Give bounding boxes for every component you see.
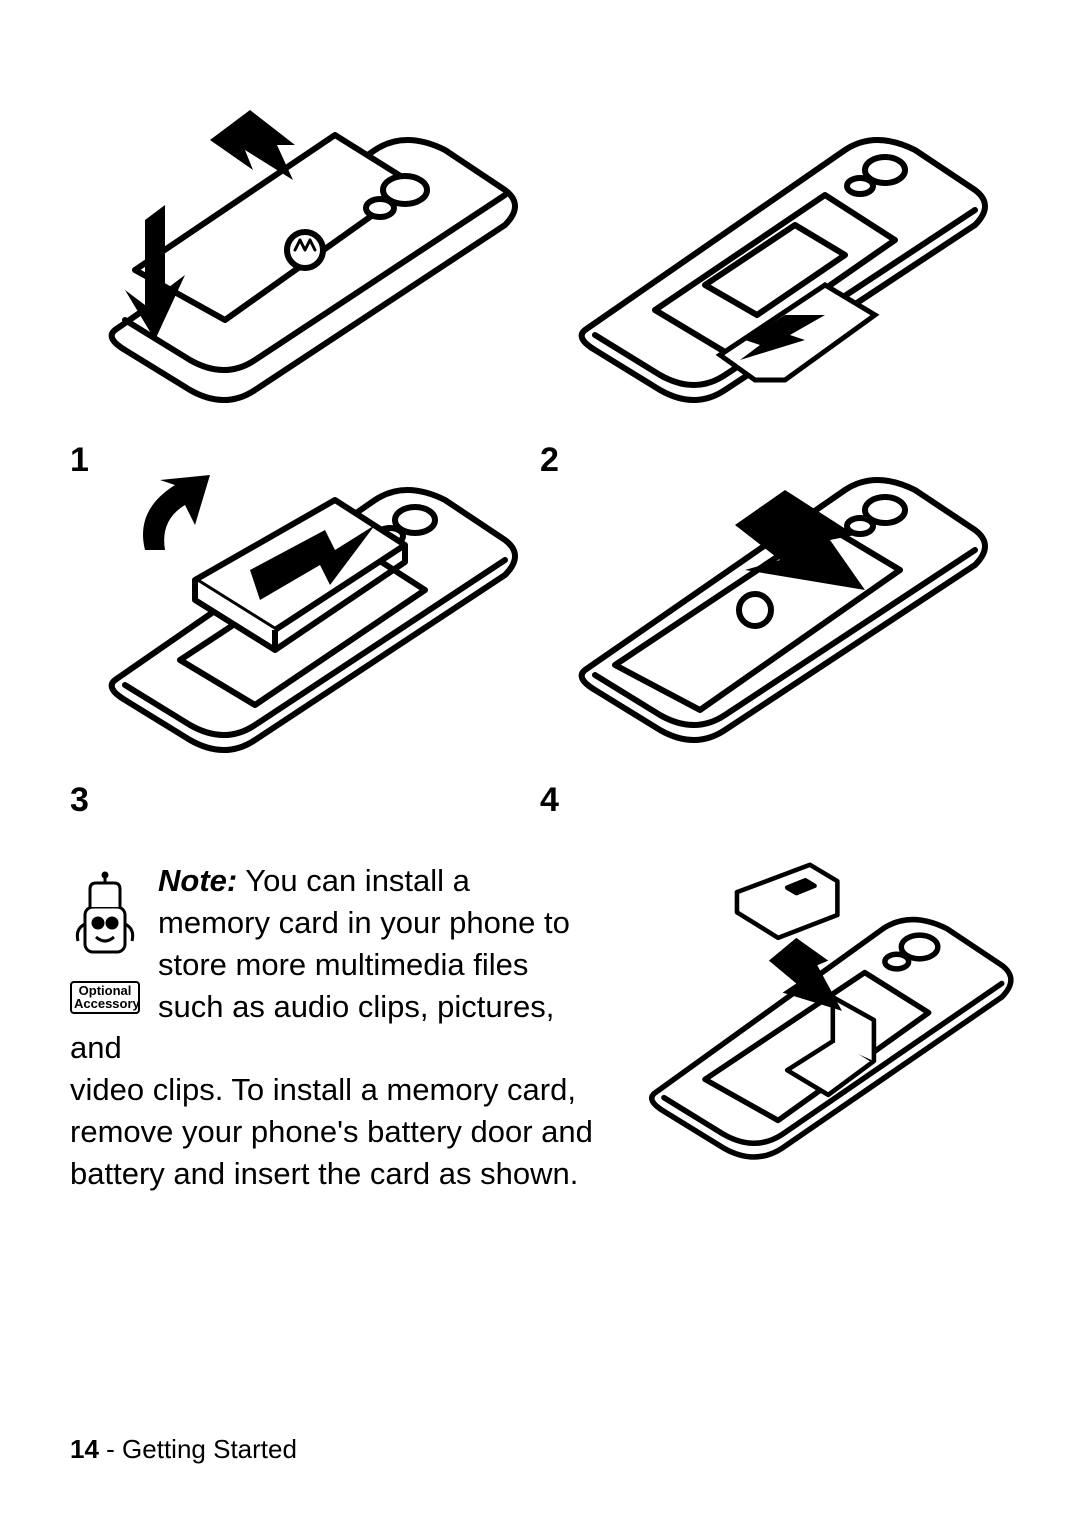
manual-page: 1: [0, 0, 1080, 1525]
section-title: Getting Started: [122, 1434, 297, 1464]
step-2-cell: 2: [540, 90, 1010, 430]
step-3-illustration: [70, 430, 540, 770]
step-1-cell: 1: [70, 90, 540, 430]
step-4-label: 4: [540, 781, 559, 820]
accessory-caption: Optional Accessory: [70, 981, 140, 1014]
page-number: 14: [70, 1434, 99, 1464]
step-3-label: 3: [70, 781, 89, 820]
memory-card-illustration: [600, 830, 1020, 1210]
accessory-line2: Accessory: [74, 996, 140, 1011]
step-2-illustration: [540, 90, 1010, 430]
note-block: Optional Accessory: [70, 860, 1010, 1195]
note-label: Note:: [158, 863, 237, 898]
note-body-rest: video clips. To install a memory card, r…: [70, 1069, 630, 1195]
footer-dash: -: [106, 1434, 122, 1464]
optional-accessory-icon: Optional Accessory: [70, 864, 140, 1014]
note-body-indented: You can install a memory card in your ph…: [70, 863, 570, 1065]
step-grid: 1: [70, 90, 1010, 770]
page-footer: 14 - Getting Started: [70, 1434, 297, 1465]
step-1-illustration: [70, 90, 540, 430]
step-3-cell: 3: [70, 430, 540, 770]
step-4-illustration: [540, 430, 1010, 770]
note-text: Note: You can install a memory card in y…: [70, 860, 590, 1069]
step-4-cell: 4: [540, 430, 1010, 770]
